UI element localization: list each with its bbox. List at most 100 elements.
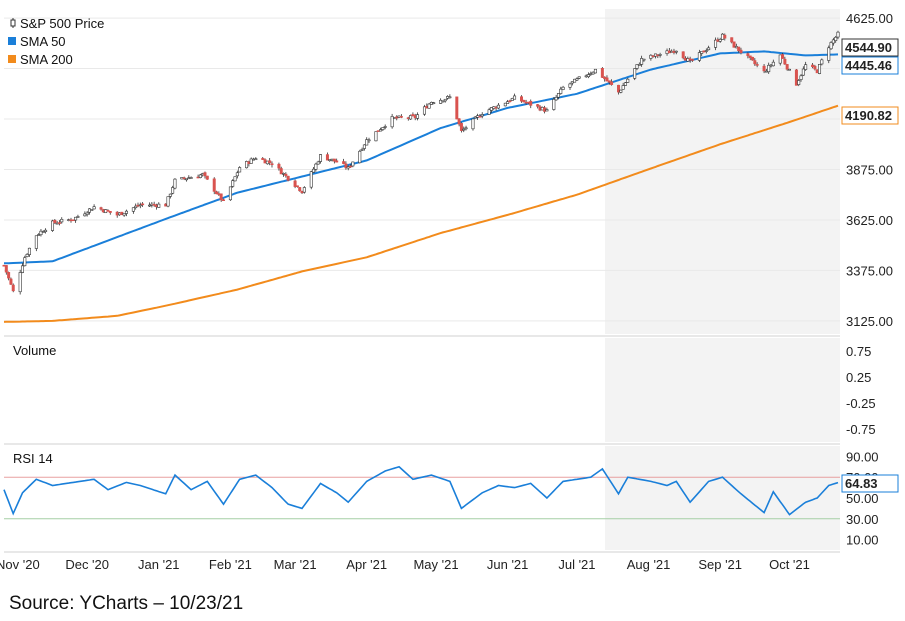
candle-body	[785, 64, 789, 70]
legend-item-price[interactable]: S&P 500 Price	[10, 16, 104, 31]
candle-body	[478, 115, 482, 118]
candle-body	[635, 64, 639, 69]
candle-body	[818, 64, 822, 74]
candle-body	[804, 64, 808, 70]
candle-body	[254, 158, 258, 161]
candle-body	[422, 106, 426, 115]
candle-body	[44, 229, 48, 232]
legend: S&P 500 Price SMA 50 SMA 200	[8, 16, 104, 67]
candle-body	[57, 222, 61, 224]
candle-body	[737, 46, 741, 52]
volume-y-tick-label: -0.25	[846, 396, 876, 411]
candle-body	[390, 116, 394, 128]
candle-body	[730, 37, 734, 43]
candle-body	[794, 69, 798, 86]
candle-body	[138, 204, 142, 207]
source-note: Source: YCharts – 10/23/21	[9, 593, 244, 614]
candle-body	[522, 99, 526, 103]
candle-body	[714, 39, 718, 48]
candle-body	[189, 177, 193, 179]
volume-y-axis: 0.75 0.25 -0.25 -0.75	[846, 344, 876, 437]
price-gridlines	[4, 17, 840, 322]
candle-body	[416, 114, 420, 119]
candle-body	[690, 59, 694, 61]
volume-panel: Volume 0.75 0.25 -0.25 -0.75	[4, 338, 876, 442]
candle-body	[270, 163, 274, 166]
candle-body	[642, 58, 646, 61]
candle-body	[771, 61, 775, 67]
candle-body	[221, 199, 225, 202]
candle-body	[108, 210, 112, 213]
candle-body	[707, 47, 711, 51]
candle-body	[198, 174, 202, 178]
candle-body	[506, 101, 510, 104]
candle-body	[25, 254, 29, 257]
candle-body	[455, 96, 459, 120]
candle-body	[674, 50, 678, 53]
legend-item-sma50[interactable]: SMA 50	[8, 34, 66, 49]
legend-item-sma200[interactable]: SMA 200	[8, 52, 73, 67]
candle-body	[37, 234, 41, 236]
candle-body	[545, 109, 549, 112]
price-y-tick-label: 3875.00	[846, 162, 893, 177]
x-tick-label: Jan '21	[138, 557, 180, 572]
candle-body	[134, 205, 138, 209]
candle-body	[171, 187, 175, 194]
candle-body	[813, 65, 817, 70]
candle-body	[607, 80, 611, 83]
candle-body	[383, 126, 387, 128]
candle-body	[152, 203, 156, 206]
candle-body	[173, 178, 177, 189]
candle-body	[268, 160, 272, 164]
candle-body	[658, 54, 662, 56]
candle-body	[233, 176, 237, 182]
x-tick-label: Mar '21	[274, 557, 317, 572]
candle-body	[619, 89, 623, 93]
candle-body	[166, 196, 170, 207]
candle-body	[441, 100, 445, 103]
candle-body	[219, 193, 223, 201]
candle-body	[51, 220, 55, 231]
candle-body	[519, 96, 523, 102]
candle-body	[471, 118, 475, 130]
candle-body	[529, 100, 533, 106]
candle-body	[185, 178, 189, 181]
rsi-tag-bg	[841, 474, 899, 493]
candle-body	[360, 149, 364, 151]
candle-body	[11, 284, 15, 292]
candle-body	[801, 68, 805, 76]
sma200-tag-bg	[841, 106, 899, 125]
rsi-panel-shade	[605, 446, 840, 550]
candle-body	[762, 65, 766, 72]
candle-body	[718, 39, 722, 42]
candle-body	[556, 93, 560, 98]
candle-body	[249, 158, 253, 164]
candle-body	[573, 78, 577, 83]
candle-body	[480, 114, 484, 117]
candle-body	[4, 265, 8, 273]
sma200-last-value: 4190.82	[845, 108, 892, 123]
rsi-y-tick-label: 10.00	[846, 533, 879, 548]
candle-body	[23, 257, 27, 267]
candle-body	[787, 68, 791, 71]
candle-body	[351, 161, 355, 167]
candle-body	[617, 84, 621, 93]
legend-sma50-label: SMA 50	[20, 34, 66, 49]
candle-body	[637, 64, 641, 66]
candle-body	[623, 82, 627, 86]
candle-body	[723, 34, 727, 39]
candle-body	[633, 68, 637, 79]
candle-body	[157, 203, 161, 208]
candle-body	[245, 161, 249, 169]
candle-body	[827, 47, 831, 61]
candle-body	[443, 98, 447, 102]
candle-body	[295, 185, 299, 188]
candle-body	[508, 100, 512, 103]
candle-body	[85, 212, 89, 215]
candle-body	[489, 107, 493, 111]
candle-body	[783, 58, 787, 65]
candle-body	[739, 49, 743, 54]
x-tick-label: Sep '21	[698, 557, 742, 572]
candle-body	[374, 131, 378, 142]
candle-body	[561, 86, 565, 90]
